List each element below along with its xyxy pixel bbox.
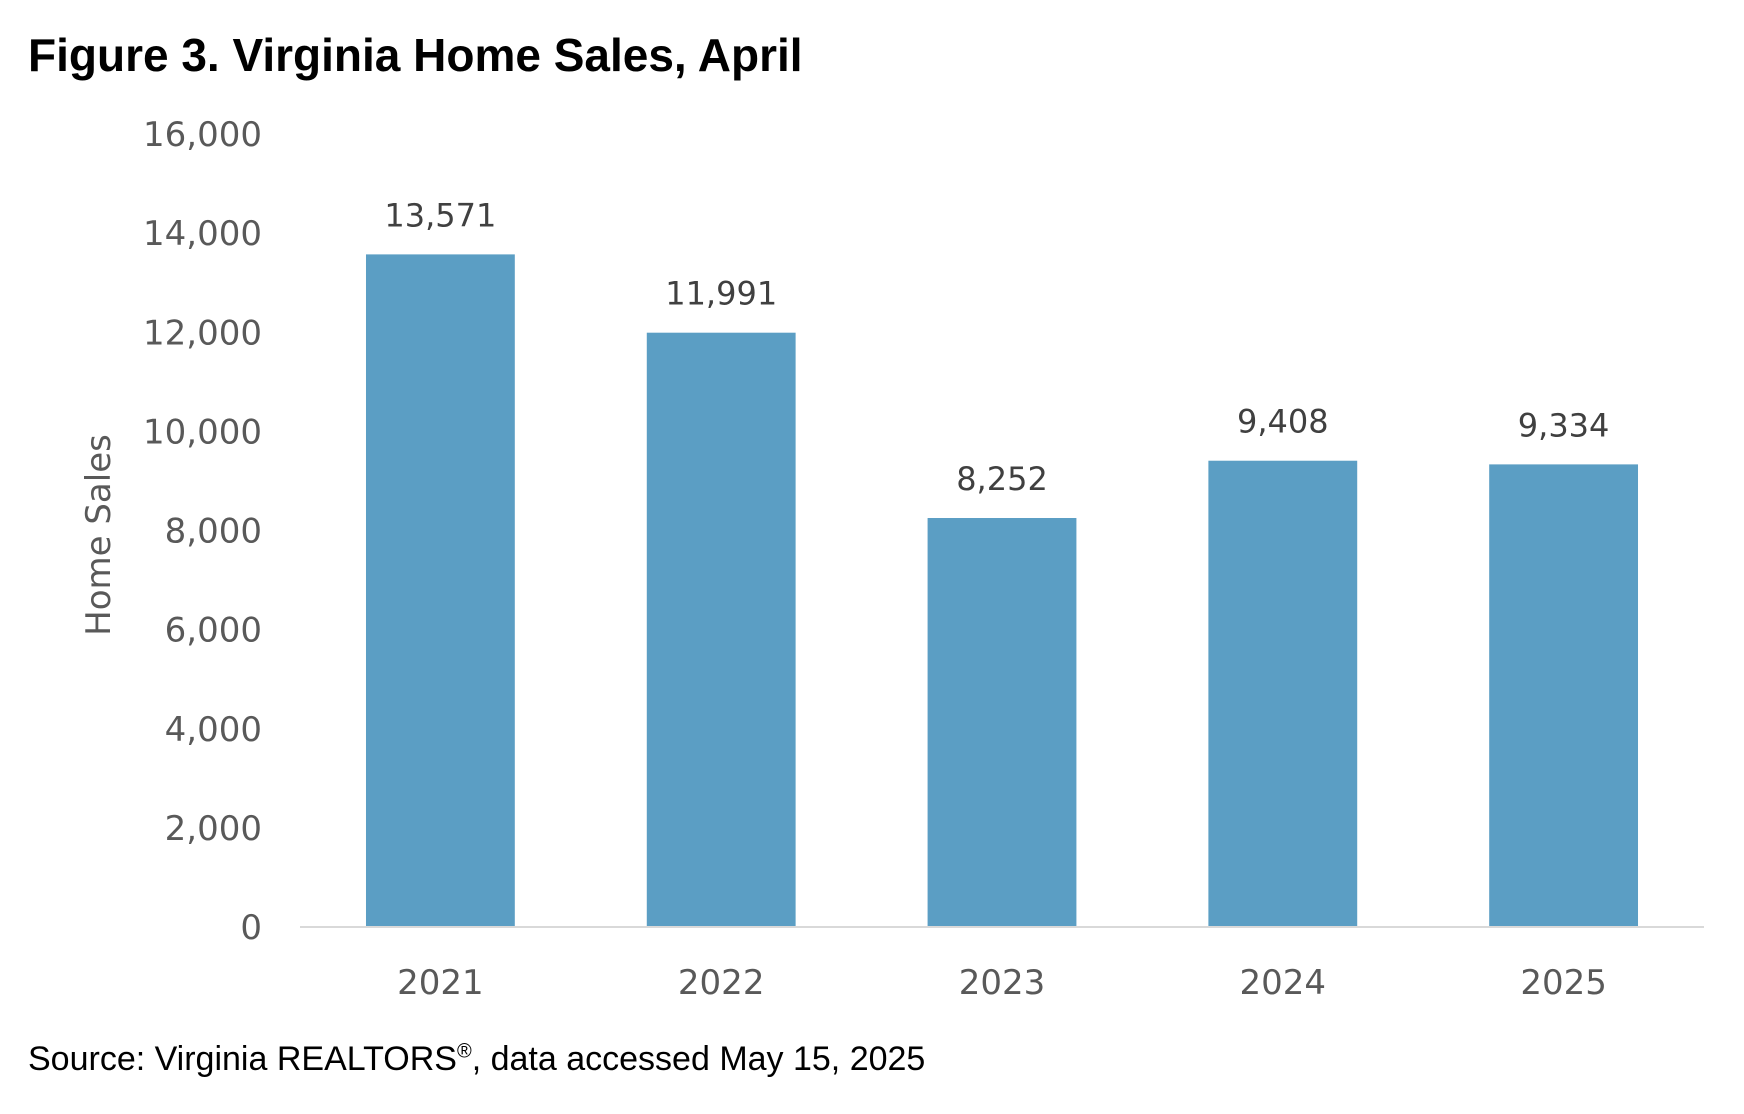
bar-2023: [927, 518, 1077, 927]
data-label-2024: 9,408: [1237, 403, 1329, 441]
x-tick-label: 2021: [397, 963, 484, 1003]
x-tick-label: 2023: [959, 963, 1046, 1003]
x-tick-label: 2022: [678, 963, 765, 1003]
bars: [365, 254, 1639, 928]
y-tick-label: 6,000: [165, 611, 262, 651]
data-label-2023: 8,252: [956, 460, 1048, 498]
source-note: Source: Virginia REALTORS®, data accesse…: [28, 1040, 925, 1079]
y-axis-label: Home Sales: [79, 434, 119, 636]
bar-2025: [1489, 464, 1639, 927]
value-labels: 13,571 11,991 8,252 9,408 9,334: [384, 196, 1609, 498]
y-tick-label: 4,000: [165, 710, 262, 750]
y-tick-label: 16,000: [143, 115, 262, 155]
x-tick-label: 2025: [1520, 963, 1607, 1003]
y-tick-label: 8,000: [165, 512, 262, 552]
y-tick-label: 0: [240, 908, 262, 948]
y-tick-label: 10,000: [143, 412, 262, 452]
y-tick-label: 14,000: [143, 214, 262, 254]
y-tick-label: 2,000: [165, 809, 262, 849]
bar-2024: [1208, 460, 1358, 927]
y-axis-ticks: 0 2,000 4,000 6,000 8,000 10,000 12,000 14,000 1…: [143, 115, 262, 948]
data-label-2021: 13,571: [384, 196, 496, 234]
figure-title: Figure 3. Virginia Home Sales, April: [28, 29, 803, 81]
registered-mark: ®: [456, 1040, 472, 1063]
x-axis-ticks: 2021 2022 2023 2024 2025: [397, 963, 1607, 1003]
data-label-2022: 11,991: [665, 275, 777, 313]
y-tick-label: 12,000: [143, 313, 262, 353]
source-prefix: Source: Virginia REALTORS: [28, 1040, 457, 1078]
bar-2021: [365, 254, 515, 927]
bar-2022: [646, 332, 796, 928]
data-label-2025: 9,334: [1518, 406, 1610, 444]
x-tick-label: 2024: [1240, 963, 1327, 1003]
source-suffix: , data accessed May 15, 2025: [471, 1040, 926, 1078]
